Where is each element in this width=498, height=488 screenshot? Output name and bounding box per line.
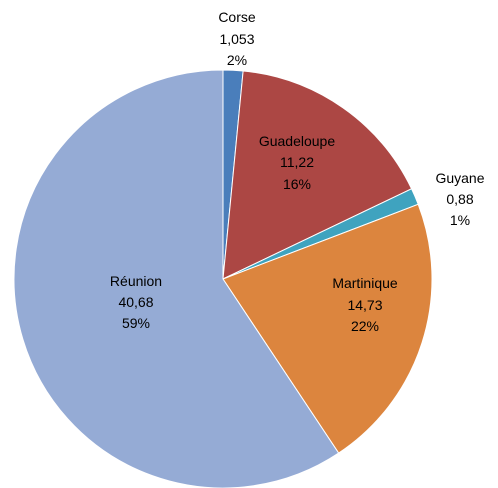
label-reunion-pct: 59% [122,315,150,331]
label-guadeloupe-name: Guadeloupe [259,133,336,149]
label-guadeloupe-value: 11,22 [280,154,314,170]
label-corse-pct: 2% [227,52,247,68]
label-corse-value: 1,053 [219,31,254,47]
label-guyane-pct: 1% [450,212,470,228]
label-martinique-pct: 22% [351,318,379,334]
label-martinique-name: Martinique [332,275,398,291]
label-martinique-value: 14,73 [347,297,382,313]
label-guadeloupe-pct: 16% [283,176,311,192]
slice-labels: Corse 1,053 2% Guadeloupe 11,22 16% Guya… [110,9,485,334]
label-guyane-name: Guyane [435,170,484,186]
label-corse-name: Corse [218,9,256,25]
pie-slices [13,69,433,488]
label-guyane-value: 0,88 [446,191,473,207]
label-reunion-value: 40,68 [118,294,153,310]
label-reunion-name: Réunion [110,273,162,289]
pie-slice-martinique [222,203,433,454]
pie-slice-guadeloupe [222,70,413,280]
